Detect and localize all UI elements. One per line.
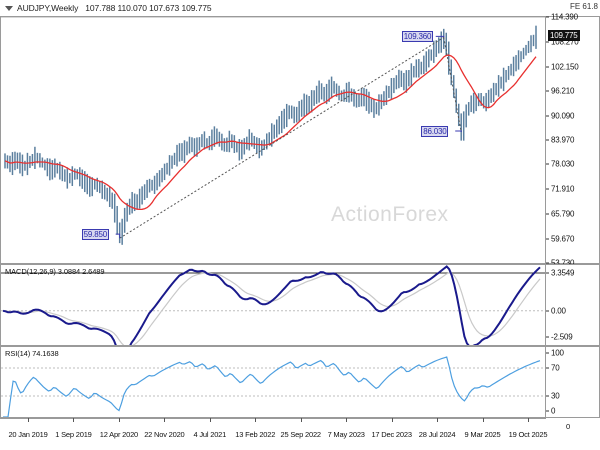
fib-high-label[interactable]: 109.360 [401,31,434,43]
date-tick-label: 7 May 2023 [327,430,365,439]
axis-tick-mark [546,395,549,397]
date-axis-line [0,418,546,419]
date-tick-label: 1 Sep 2019 [55,430,92,439]
macd-tick-label: 3.3549 [551,268,575,278]
price-tick-label: 65.790 [551,209,575,219]
axis-tick-mark [546,16,549,18]
date-tick-label: 17 Dec 2023 [371,430,412,439]
date-tick-mark [391,418,393,422]
chevron-down-icon[interactable] [5,5,13,11]
axis-tick-mark [546,213,549,215]
date-tick-mark [528,418,529,422]
axis-tick-mark [546,115,549,117]
fib-low-label[interactable]: 59.850 [81,229,109,241]
rsi-tick-label: 70 [551,363,560,373]
price-tick-label: 59.670 [551,234,575,244]
date-tick-label: 22 Nov 2020 [144,430,185,439]
date-tick-mark [346,418,348,422]
rsi-label: RSI(14) 74.1638 [5,349,59,358]
rsi-axis: 100 70 30 0 [545,347,599,417]
date-tick-mark [73,418,75,422]
date-tick-label: 9 Mar 2025 [464,430,501,439]
axis-tick-mark [546,310,549,312]
date-tick-label: 13 Feb 2022 [235,430,276,439]
chart-header: AUDJPY,Weekly 107.788 110.070 107.673 10… [0,0,600,17]
ohlc-values: 107.788 110.070 107.673 109.775 [85,3,212,13]
macd-tick-label: -2.509 [551,332,573,342]
macd-plot-area[interactable] [1,265,545,345]
price-tick-label: 114.390 [551,12,578,22]
fib-extension-label: FE 61.8 [569,2,598,11]
axis-tick-mark [546,410,549,412]
axis-tick-mark [546,336,549,338]
axis-tick-mark [546,139,549,141]
price-tick-label: 90.090 [551,111,575,121]
date-axis: 0 20 Jan 2019 1 Sep 2019 12 Apr 2020 22 Nov… [0,418,600,450]
date-tick-mark [300,418,302,422]
date-tick-label: 20 Jan 2019 [8,430,48,439]
rsi-panel[interactable]: RSI(14) 74.1638 100 70 30 0 [0,346,600,418]
price-series-svg [1,17,545,245]
date-tick-mark [28,418,29,422]
date-tick-mark [482,418,484,422]
date-tick-label: 28 Jul 2024 [418,430,456,439]
date-tick-mark [437,418,439,422]
macd-axis: 3.3549 0.00 -2.509 [545,265,599,345]
axis-tick-mark [546,41,549,43]
axis-tick-mark [546,90,549,92]
price-tick-label: 96.210 [551,86,575,96]
price-axis: 114.390 108.270 102.150 96.210 90.090 83.970 7… [545,13,599,268]
price-panel[interactable]: ActionForex 59.850 109.360 86.030 114.390 1… [0,13,600,268]
axis-tick-mark [546,188,549,190]
rsi-plot-area[interactable] [1,347,545,417]
macd-label: MACD(12,26,9) 3.0884 2.6489 [5,267,105,276]
macd-panel[interactable]: MACD(12,26,9) 3.0884 2.6489 3.3549 0.00 -2… [0,264,600,346]
date-tick-mark [118,418,120,422]
rsi-tick-label: 100 [551,348,564,358]
price-tick-label: 83.970 [551,135,575,145]
price-plot-area[interactable]: ActionForex 59.850 109.360 86.030 [1,17,545,263]
rsi-tick-label: 30 [551,391,560,401]
axis-tick-mark [546,238,549,240]
macd-series-svg [1,265,545,345]
rsi-tick-label: 0 [551,406,556,416]
date-tick-label: 25 Sep 2022 [280,430,322,439]
axis-tick-mark [546,163,549,165]
watermark: ActionForex [331,203,449,226]
price-tick-label: 71.910 [551,184,575,194]
axis-tick-mark [546,272,549,274]
date-tick-label: 4 Jul 2021 [193,430,227,439]
date-tick-label: 19 Oct 2025 [508,430,548,439]
price-tick-label: 102.150 [551,62,579,72]
axis-tick-mark [546,66,549,68]
axis-tick-mark [546,352,549,354]
date-axis-zero: 0 [566,422,571,431]
price-tick-label: 78.030 [551,159,575,169]
date-tick-label: 12 Apr 2020 [99,430,139,439]
current-price-tag: 109.775 [548,29,580,41]
price-tick-label: 53.730 [551,258,575,268]
rsi-series-svg [1,356,545,417]
symbol-label: AUDJPY,Weekly [17,3,79,13]
axis-tick-mark [546,367,549,369]
macd-tick-label: 0.00 [551,306,566,316]
date-tick-mark [164,418,166,422]
price-tick-label: 108.270 [551,37,579,47]
fib-retrace-label[interactable]: 86.030 [421,126,449,137]
date-tick-mark [209,418,211,422]
axis-tick-mark [546,262,549,264]
date-tick-mark [255,418,257,422]
